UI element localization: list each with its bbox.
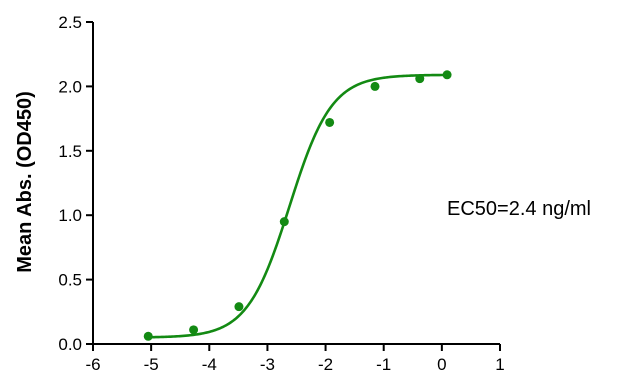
x-tick-label: -5 <box>144 355 159 374</box>
data-points <box>143 70 452 341</box>
data-point <box>279 217 289 227</box>
ec50-annotation: EC50=2.4 ng/ml <box>447 198 591 220</box>
y-tick-label: 2.5 <box>58 13 82 32</box>
y-tick-label: 1.5 <box>58 142 82 161</box>
y-tick-label: 0.0 <box>58 335 82 354</box>
data-point <box>234 302 244 312</box>
data-point <box>442 70 452 80</box>
x-tick-label: -4 <box>202 355 217 374</box>
x-tick-label: -1 <box>376 355 391 374</box>
data-point <box>415 74 425 84</box>
x-tick-label: 0 <box>437 355 446 374</box>
y-tick-label: 2.0 <box>58 77 82 96</box>
axes <box>92 22 500 345</box>
y-axis-ticks: 0.0 0.5 1.0 1.5 2.0 2.5 <box>58 13 93 354</box>
data-point <box>189 325 199 335</box>
x-axis-ticks: -6 -5 -4 -3 -2 -1 0 1 <box>85 344 505 374</box>
data-point <box>325 117 335 127</box>
y-tick-label: 0.5 <box>58 271 82 290</box>
y-tick-label: 1.0 <box>58 206 82 225</box>
fit-curve <box>148 73 448 339</box>
x-tick-label: 1 <box>495 355 504 374</box>
data-point <box>143 331 153 341</box>
data-point <box>370 81 380 91</box>
y-axis-title: Mean Abs. (OD450) <box>14 91 36 273</box>
x-tick-label: -3 <box>260 355 275 374</box>
x-tick-label: -2 <box>318 355 333 374</box>
x-tick-label: -6 <box>85 355 100 374</box>
